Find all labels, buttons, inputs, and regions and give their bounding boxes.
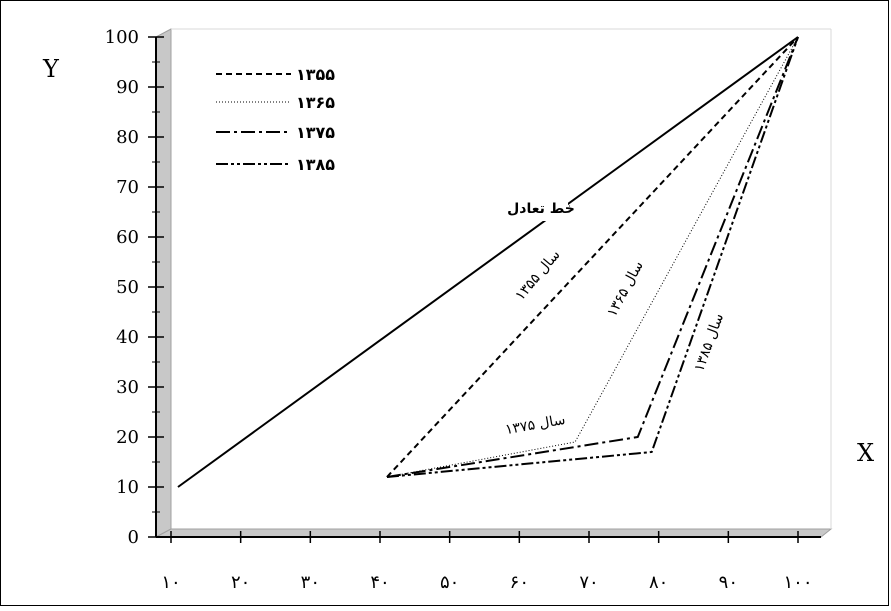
y-tick-label-50: 50 (116, 277, 139, 298)
floor-wall (155, 528, 833, 538)
y-tick-label-90: 90 (116, 77, 139, 98)
x-tick-label-70: ۷۰ (579, 572, 598, 593)
series-line-1375 (386, 36, 799, 478)
x-tick-label-20: ۲۰ (231, 572, 250, 593)
y-tick-label-10: 10 (116, 477, 139, 498)
x-tick-label-10: ۱۰ (161, 572, 180, 593)
y-tick-label-30: 30 (116, 377, 139, 398)
y-tick-label-40: 40 (116, 327, 139, 348)
x-axis-letter: X (857, 439, 874, 467)
legend-background (206, 57, 356, 177)
x-tick-label-100: ۱۰۰ (783, 572, 812, 593)
x-axis-ticks: ۱۰ ۲۰ ۳۰ ۴۰ ۵۰ ۶۰ ۷۰ ۸۰ ۹۰ ۱۰۰ (161, 531, 813, 593)
legend-label-1365: ۱۳۶۵ (296, 93, 335, 112)
annotation-1365: سال ۱۳۶۵ (604, 259, 647, 320)
legend-item-1355: ۱۳۵۵ (216, 65, 335, 84)
series-lines (177, 36, 799, 488)
back-wall-left (155, 28, 172, 538)
y-tick-label-60: 60 (116, 227, 139, 248)
y-axis-ticks: 0 10 20 30 40 50 60 70 80 90 100 (105, 27, 164, 548)
equality-line-label: خط تعادل (507, 201, 575, 217)
series-line-1355 (386, 36, 799, 478)
legend-label-1385: ۱۳۸۵ (296, 155, 335, 174)
y-axis-letter: Y (42, 55, 60, 83)
x-tick-label-90: ۹۰ (719, 572, 738, 593)
legend-item-1375: ۱۳۷۵ (216, 123, 335, 142)
legend-item-1385: ۱۳۸۵ (216, 155, 335, 174)
annotation-1385: سال ۱۳۸۵ (691, 311, 727, 374)
annotation-1355: سال ۱۳۵۵ (512, 247, 563, 304)
y-tick-label-100: 100 (105, 27, 139, 48)
legend: ۱۳۵۵ ۱۳۶۵ ۱۳۷۵ ۱۳۸۵ (206, 57, 356, 177)
equality-line (177, 36, 799, 488)
y-tick-label-70: 70 (116, 177, 139, 198)
x-tick-label-60: ۶۰ (510, 572, 529, 593)
y-tick-label-20: 20 (116, 427, 139, 448)
y-tick-label-80: 80 (116, 127, 139, 148)
x-tick-label-50: ۵۰ (440, 572, 459, 593)
legend-label-1355: ۱۳۵۵ (296, 65, 335, 84)
series-line-1365 (386, 36, 799, 478)
x-tick-label-30: ۳۰ (301, 572, 320, 593)
y-tick-label-0: 0 (128, 527, 139, 548)
series-line-1385 (386, 36, 799, 478)
x-tick-label-80: ۸۰ (649, 572, 668, 593)
legend-label-1375: ۱۳۷۵ (296, 123, 335, 142)
annotation-1375: سال ۱۳۷۵ (504, 412, 567, 438)
x-tick-label-40: ۴۰ (370, 572, 389, 593)
equality-label-background (456, 193, 568, 221)
legend-item-1365: ۱۳۶۵ (216, 93, 335, 112)
